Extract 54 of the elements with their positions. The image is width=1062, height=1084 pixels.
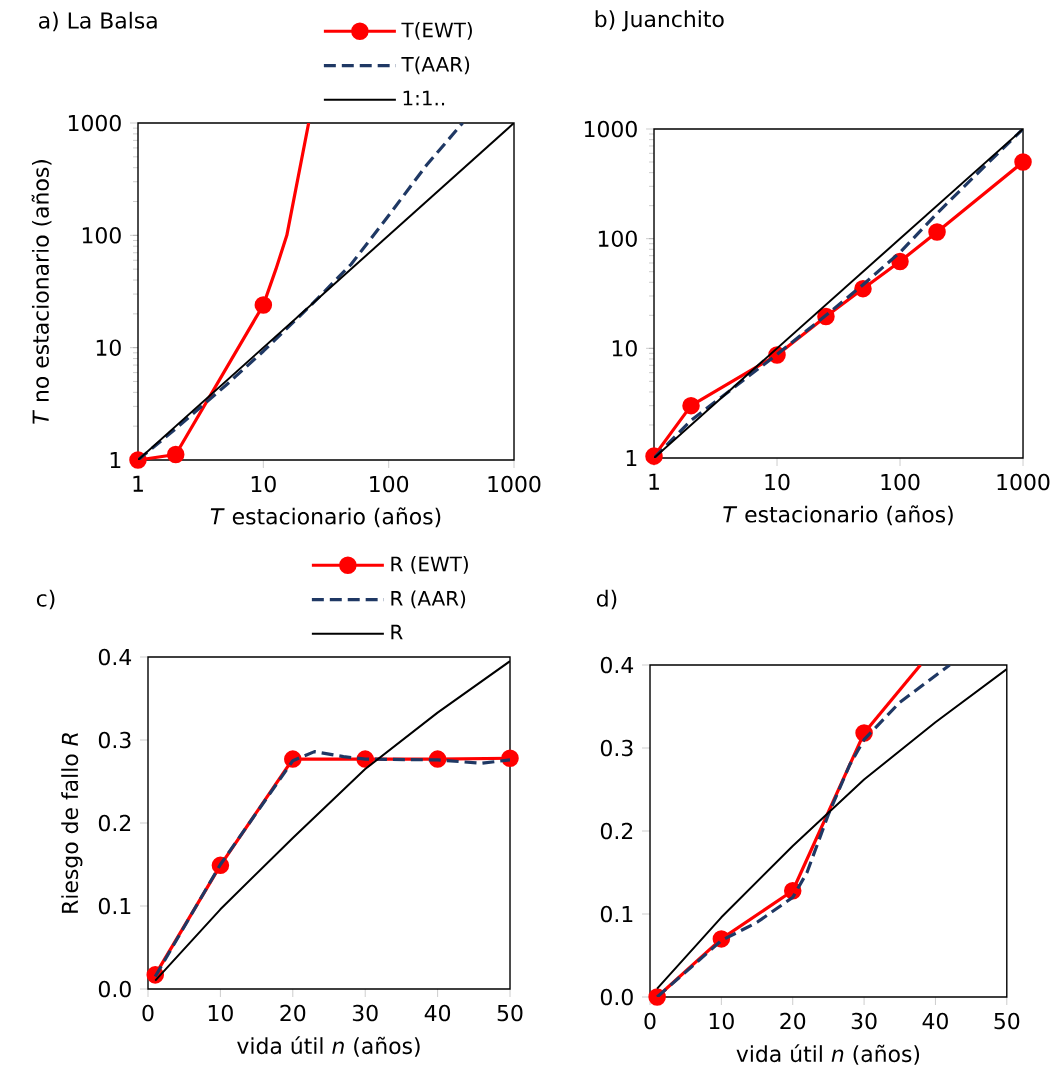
y-axis-title: T no estacionario (años) (31, 160, 52, 424)
y-tick-label: 1 (626, 450, 637, 466)
x-tick-label: 20 (780, 1012, 806, 1030)
x-axis-title: vida útil n (años) (237, 1036, 420, 1057)
x-tick-label: 1000 (997, 473, 1050, 491)
x-axis-title: T estacionario (años) (723, 505, 953, 526)
x-tick-label: 100 (370, 475, 409, 493)
y-tick-label: 0.3 (98, 731, 131, 749)
x-tick-label: 10 (765, 473, 790, 491)
x-tick-label: 20 (280, 1004, 306, 1022)
y-tick-label: 100 (82, 227, 121, 244)
x-tick-label: 50 (497, 1004, 523, 1022)
chart-title: c) (36, 589, 55, 610)
x-tick-label: 30 (352, 1004, 378, 1022)
x-tick-label: 40 (424, 1004, 451, 1022)
x-tick-label: 50 (994, 1012, 1020, 1030)
legend-label: R (EWT) (391, 556, 468, 574)
x-tick-label: 1000 (488, 475, 541, 493)
y-axis-title: Riesgo de fallo R (61, 733, 83, 913)
x-tick-label: 40 (922, 1012, 948, 1030)
y-tick-label: 0.2 (600, 822, 633, 840)
x-axis-title: T estacionario (años) (210, 507, 441, 528)
x-tick-label: 0 (644, 1012, 656, 1030)
legend-label: T(EWT) (401, 22, 472, 40)
x-tick-label: 10 (251, 475, 276, 493)
y-tick-label: 1000 (68, 114, 121, 132)
x-tick-label: 30 (851, 1012, 877, 1030)
y-tick-label: 0.0 (600, 988, 633, 1006)
x-tick-label: 1 (649, 473, 659, 490)
y-tick-label: 1000 (584, 120, 637, 138)
y-tick-label: 0.3 (600, 739, 633, 757)
y-tick-label: 0.4 (600, 656, 634, 674)
chart-title: d) (596, 589, 617, 610)
y-tick-label: 1 (110, 452, 121, 468)
x-tick-label: 10 (208, 1004, 233, 1022)
x-axis-title: vida útil n (años) (736, 1044, 920, 1065)
legend-label: T(AAR) (401, 56, 470, 75)
y-tick-label: 0.1 (98, 897, 131, 915)
x-tick-label: 100 (881, 473, 920, 491)
chart-title: a) La Balsa (39, 11, 157, 32)
x-tick-label: 0 (142, 1004, 154, 1022)
x-tick-label: 10 (709, 1012, 734, 1030)
y-tick-label: 10 (612, 340, 637, 357)
y-tick-label: 10 (96, 339, 121, 356)
y-tick-label: 0.0 (98, 980, 131, 998)
chart-title: b) Juanchito (595, 10, 724, 32)
legend-label: R (391, 624, 403, 640)
legend-label: 1:1.. (403, 90, 445, 106)
y-tick-label: 0.2 (98, 814, 131, 832)
y-tick-label: 0.1 (600, 905, 633, 923)
x-tick-label: 1 (133, 475, 143, 492)
legend-label: R (AAR) (391, 590, 466, 609)
y-tick-label: 0.4 (98, 648, 132, 666)
y-tick-label: 100 (598, 230, 637, 247)
